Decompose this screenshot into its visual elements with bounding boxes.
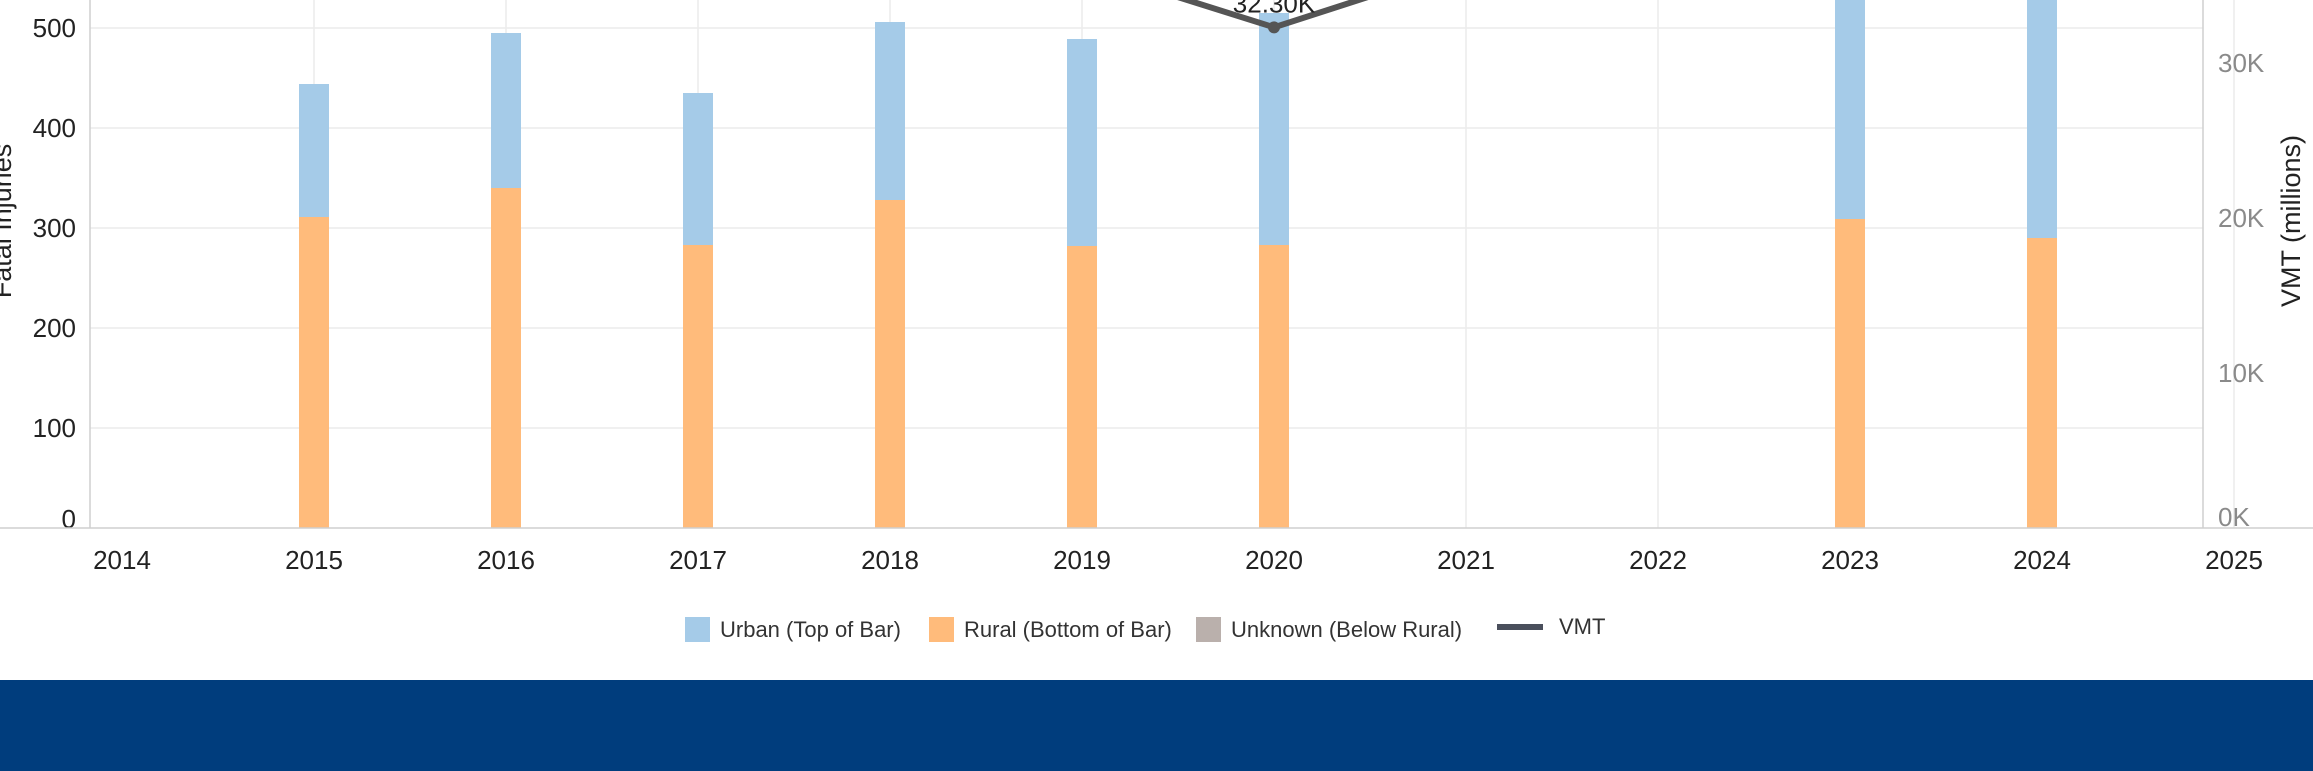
vmt-data-label-2020: 32.30K — [1233, 0, 1316, 18]
x-tick-2022: 2022 — [1629, 545, 1687, 575]
legend-swatch-unknown-below-rural — [1196, 617, 1221, 642]
y-tick-right-10k: 10K — [2218, 358, 2265, 388]
bar-rural-2020 — [1259, 245, 1289, 528]
y-axis-title-right: VMT (millions) — [2276, 135, 2306, 307]
y-axis-title-left: Fatal Injuries — [0, 144, 17, 299]
legend-swatch-vmt — [1497, 624, 1543, 630]
y-tick-left-0: 0 — [62, 504, 76, 534]
y-tick-left-300: 300 — [33, 213, 76, 243]
y-tick-left-100: 100 — [33, 413, 76, 443]
x-tick-2018: 2018 — [861, 545, 919, 575]
x-tick-2019: 2019 — [1053, 545, 1111, 575]
x-tick-2017: 2017 — [669, 545, 727, 575]
y-tick-right-0k: 0K — [2218, 502, 2250, 532]
bar-rural-2024 — [2027, 238, 2057, 528]
x-tick-2016: 2016 — [477, 545, 535, 575]
footer-band — [0, 680, 2313, 771]
legend-label-urban-top-of-bar: Urban (Top of Bar) — [720, 617, 901, 642]
bar-urban-2016 — [491, 33, 521, 188]
bar-rural-2015 — [299, 217, 329, 528]
bar-urban-2017 — [683, 93, 713, 245]
bar-urban-2015 — [299, 84, 329, 217]
bar-rural-2016 — [491, 188, 521, 528]
y-tick-left-400: 400 — [33, 113, 76, 143]
y-tick-left-200: 200 — [33, 313, 76, 343]
axis-layer: 0 100 200 300 400 500 2014 2015 2016 2017 2018 2019… — [0, 0, 2313, 575]
vmt-line-layer: 32.30K — [1177, 0, 1369, 34]
fatal-injuries-vmt-chart: 32.30K 0 100 200 300 400 500 2014 2015 2016 2017 2… — [0, 0, 2313, 642]
legend-label-unknown-below-rural: Unknown (Below Rural) — [1231, 617, 1462, 642]
bar-rural-2023 — [1835, 219, 1865, 528]
x-tick-2014: 2014 — [93, 545, 151, 575]
bar-urban-2020 — [1259, 13, 1289, 245]
y-tick-left-500: 500 — [33, 13, 76, 43]
x-tick-2015: 2015 — [285, 545, 343, 575]
y-tick-right-30k: 30K — [2218, 48, 2265, 78]
bar-layer — [299, 0, 2057, 528]
bar-urban-2024 — [2027, 0, 2057, 238]
y-tick-right-20k: 20K — [2218, 203, 2265, 233]
legend-label-rural-bottom-of-bar: Rural (Bottom of Bar) — [964, 617, 1172, 642]
x-tick-2021: 2021 — [1437, 545, 1495, 575]
bar-rural-2018 — [875, 200, 905, 528]
legend-label-vmt: VMT — [1559, 614, 1605, 639]
bar-rural-2019 — [1067, 246, 1097, 528]
grid-layer — [90, 0, 2235, 528]
x-tick-2023: 2023 — [1821, 545, 1879, 575]
bar-rural-2017 — [683, 245, 713, 528]
bar-urban-2023 — [1835, 0, 1865, 219]
vmt-point-2020 — [1268, 21, 1280, 34]
x-tick-2025: 2025 — [2205, 545, 2263, 575]
legend-swatch-rural-bottom-of-bar — [929, 617, 954, 642]
bar-urban-2019 — [1067, 39, 1097, 246]
legend: Urban (Top of Bar) Rural (Bottom of Bar) U… — [685, 614, 1605, 642]
legend-swatch-urban-top-of-bar — [685, 617, 710, 642]
x-tick-2024: 2024 — [2013, 545, 2071, 575]
bar-urban-2018 — [875, 22, 905, 200]
x-tick-2020: 2020 — [1245, 545, 1303, 575]
